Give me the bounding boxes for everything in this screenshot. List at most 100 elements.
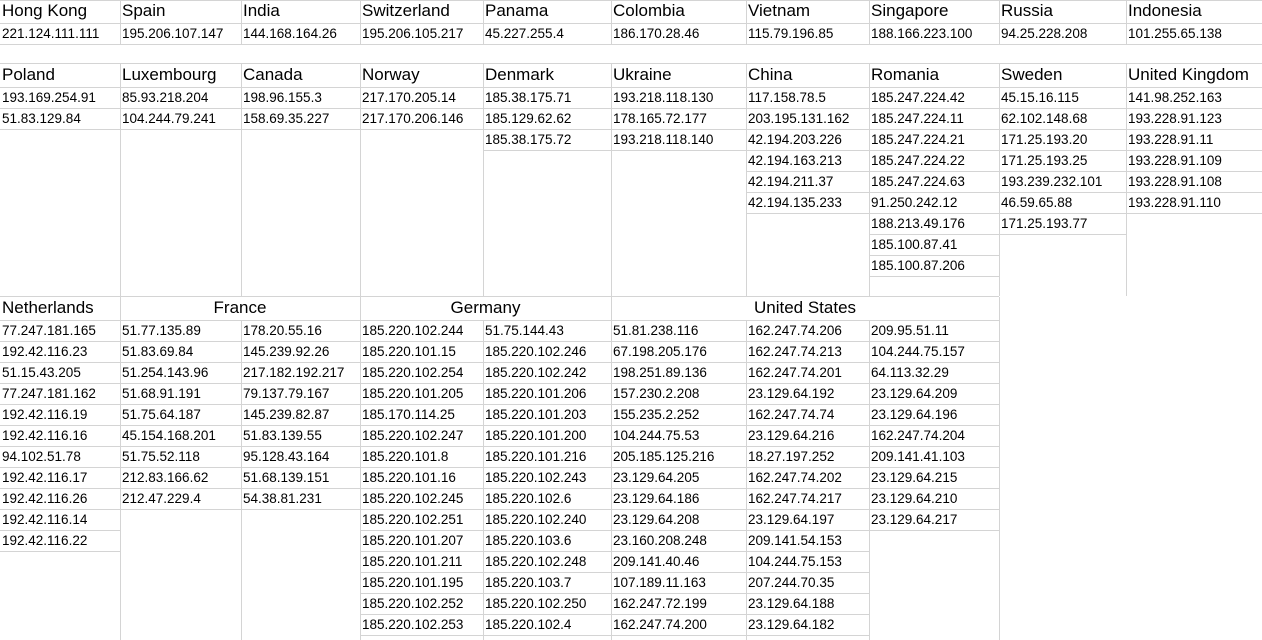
country-header-sweden[interactable]: Sweden bbox=[1001, 65, 1063, 84]
ip-cell[interactable]: 162.247.74.200 bbox=[613, 617, 707, 632]
ip-cell[interactable]: 221.124.111.111 bbox=[2, 26, 100, 41]
ip-cell[interactable]: 51.254.143.96 bbox=[122, 365, 209, 380]
ip-cell[interactable]: 185.220.102.245 bbox=[362, 491, 464, 506]
ip-cell[interactable]: 51.83.69.84 bbox=[122, 344, 194, 359]
ip-cell[interactable]: 51.83.129.84 bbox=[2, 111, 81, 126]
ip-cell[interactable]: 185.220.102.250 bbox=[485, 596, 587, 611]
ip-cell[interactable]: 23.129.64.210 bbox=[871, 491, 958, 506]
ip-cell[interactable]: 51.83.139.55 bbox=[243, 428, 322, 443]
ip-cell[interactable]: 185.100.87.206 bbox=[871, 258, 965, 273]
ip-cell[interactable]: 186.170.28.46 bbox=[613, 26, 700, 41]
ip-cell[interactable]: 104.244.75.53 bbox=[613, 428, 700, 443]
ip-cell[interactable]: 217.182.192.217 bbox=[243, 365, 345, 380]
ip-cell[interactable]: 54.38.81.231 bbox=[243, 491, 322, 506]
ip-cell[interactable]: 23.129.64.217 bbox=[871, 512, 958, 527]
ip-cell[interactable]: 162.247.74.201 bbox=[748, 365, 842, 380]
ip-cell[interactable]: 185.220.101.206 bbox=[485, 386, 587, 401]
country-header-russia[interactable]: Russia bbox=[1001, 1, 1053, 20]
ip-cell[interactable]: 18.27.197.252 bbox=[748, 449, 835, 464]
ip-cell[interactable]: 185.220.102.251 bbox=[362, 512, 464, 527]
ip-cell[interactable]: 193.218.118.140 bbox=[613, 132, 714, 147]
ip-cell[interactable]: 23.129.64.216 bbox=[748, 428, 835, 443]
ip-cell[interactable]: 185.220.103.7 bbox=[485, 575, 572, 590]
ip-cell[interactable]: 185.170.114.25 bbox=[362, 407, 455, 422]
ip-cell[interactable]: 145.239.82.87 bbox=[243, 407, 330, 422]
ip-cell[interactable]: 95.128.43.164 bbox=[243, 449, 330, 464]
ip-cell[interactable]: 101.255.65.138 bbox=[1128, 26, 1222, 41]
ip-cell[interactable]: 51.75.144.43 bbox=[485, 323, 564, 338]
country-header-colombia[interactable]: Colombia bbox=[613, 1, 685, 20]
ip-cell[interactable]: 209.95.51.11 bbox=[871, 323, 949, 338]
country-header-china[interactable]: China bbox=[748, 65, 793, 84]
ip-cell[interactable]: 209.141.41.103 bbox=[871, 449, 965, 464]
ip-cell[interactable]: 51.15.43.205 bbox=[2, 365, 81, 380]
ip-cell[interactable]: 185.220.101.8 bbox=[362, 449, 449, 464]
ip-cell[interactable]: 185.220.101.205 bbox=[362, 386, 464, 401]
ip-cell[interactable]: 157.230.2.208 bbox=[613, 386, 700, 401]
ip-cell[interactable]: 198.96.155.3 bbox=[243, 90, 322, 105]
ip-cell[interactable]: 23.129.64.197 bbox=[748, 512, 835, 527]
ip-cell[interactable]: 162.247.74.202 bbox=[748, 470, 842, 485]
ip-cell[interactable]: 94.25.228.208 bbox=[1001, 26, 1088, 41]
ip-cell[interactable]: 51.68.139.151 bbox=[243, 470, 330, 485]
ip-cell[interactable]: 145.239.92.26 bbox=[243, 344, 330, 359]
ip-cell[interactable]: 23.129.64.205 bbox=[613, 470, 700, 485]
ip-cell[interactable]: 77.247.181.162 bbox=[2, 386, 96, 401]
ip-cell[interactable]: 94.102.51.78 bbox=[2, 449, 81, 464]
ip-cell[interactable]: 185.220.101.207 bbox=[362, 533, 464, 548]
ip-cell[interactable]: 45.15.16.115 bbox=[1001, 90, 1079, 105]
ip-cell[interactable]: 115.79.196.85 bbox=[748, 26, 834, 41]
ip-cell[interactable]: 193.228.91.109 bbox=[1128, 153, 1222, 168]
ip-cell[interactable]: 23.160.208.248 bbox=[613, 533, 707, 548]
ip-cell[interactable]: 162.247.74.204 bbox=[871, 428, 965, 443]
ip-cell[interactable]: 91.250.242.12 bbox=[871, 195, 958, 210]
ip-cell[interactable]: 185.247.224.21 bbox=[871, 132, 965, 147]
country-header-france[interactable]: France bbox=[213, 298, 267, 317]
ip-cell[interactable]: 205.185.125.216 bbox=[613, 449, 715, 464]
ip-cell[interactable]: 185.220.101.200 bbox=[485, 428, 587, 443]
ip-cell[interactable]: 185.220.101.216 bbox=[485, 449, 587, 464]
ip-cell[interactable]: 185.38.175.71 bbox=[485, 90, 572, 105]
ip-cell[interactable]: 162.247.74.217 bbox=[748, 491, 842, 506]
country-header-norway[interactable]: Norway bbox=[362, 65, 420, 84]
ip-cell[interactable]: 185.220.102.253 bbox=[362, 617, 464, 632]
ip-cell[interactable]: 192.42.116.16 bbox=[2, 428, 88, 443]
ip-cell[interactable]: 42.194.211.37 bbox=[748, 174, 834, 189]
ip-cell[interactable]: 185.220.102.240 bbox=[485, 512, 587, 527]
ip-cell[interactable]: 23.129.64.209 bbox=[871, 386, 958, 401]
ip-cell[interactable]: 192.42.116.23 bbox=[2, 344, 88, 359]
ip-cell[interactable]: 45.227.255.4 bbox=[485, 26, 564, 41]
ip-cell[interactable]: 185.220.102.6 bbox=[485, 491, 572, 506]
ip-cell[interactable]: 185.129.62.62 bbox=[485, 111, 572, 126]
ip-cell[interactable]: 195.206.107.147 bbox=[122, 26, 224, 41]
ip-cell[interactable]: 217.170.206.146 bbox=[362, 111, 464, 126]
ip-cell[interactable]: 217.170.205.14 bbox=[362, 90, 456, 105]
ip-cell[interactable]: 185.220.102.4 bbox=[485, 617, 572, 632]
ip-cell[interactable]: 193.228.91.11 bbox=[1128, 132, 1214, 147]
ip-cell[interactable]: 155.235.2.252 bbox=[613, 407, 700, 422]
country-header-poland[interactable]: Poland bbox=[2, 65, 55, 84]
ip-cell[interactable]: 185.247.224.42 bbox=[871, 90, 965, 105]
ip-cell[interactable]: 185.247.224.22 bbox=[871, 153, 965, 168]
ip-cell[interactable]: 51.75.52.118 bbox=[122, 449, 200, 464]
ip-cell[interactable]: 23.129.64.188 bbox=[748, 596, 835, 611]
ip-cell[interactable]: 117.158.78.5 bbox=[748, 90, 826, 105]
ip-cell[interactable]: 193.228.91.108 bbox=[1128, 174, 1222, 189]
ip-cell[interactable]: 188.166.223.100 bbox=[871, 26, 973, 41]
ip-cell[interactable]: 171.25.193.25 bbox=[1001, 153, 1088, 168]
ip-cell[interactable]: 192.42.116.17 bbox=[2, 470, 88, 485]
ip-cell[interactable]: 185.220.102.254 bbox=[362, 365, 464, 380]
ip-cell[interactable]: 185.220.102.252 bbox=[362, 596, 464, 611]
ip-cell[interactable]: 51.77.135.89 bbox=[122, 323, 201, 338]
country-header-india[interactable]: India bbox=[243, 1, 280, 20]
country-header-hong-kong[interactable]: Hong Kong bbox=[2, 1, 88, 20]
ip-cell[interactable]: 23.129.64.215 bbox=[871, 470, 958, 485]
country-header-spain[interactable]: Spain bbox=[122, 1, 166, 20]
ip-cell[interactable]: 185.38.175.72 bbox=[485, 132, 572, 147]
country-header-germany[interactable]: Germany bbox=[450, 298, 521, 317]
ip-cell[interactable]: 185.220.101.211 bbox=[362, 554, 463, 569]
ip-cell[interactable]: 77.247.181.165 bbox=[2, 323, 96, 338]
country-header-canada[interactable]: Canada bbox=[243, 65, 303, 84]
ip-cell[interactable]: 207.244.70.35 bbox=[748, 575, 835, 590]
country-header-switzerland[interactable]: Switzerland bbox=[362, 1, 450, 20]
